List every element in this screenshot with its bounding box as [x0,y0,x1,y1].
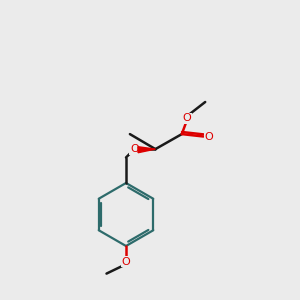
Text: O: O [183,113,192,124]
Text: O: O [122,256,130,267]
Text: O: O [130,144,139,154]
Polygon shape [138,147,155,153]
Text: O: O [204,131,213,142]
